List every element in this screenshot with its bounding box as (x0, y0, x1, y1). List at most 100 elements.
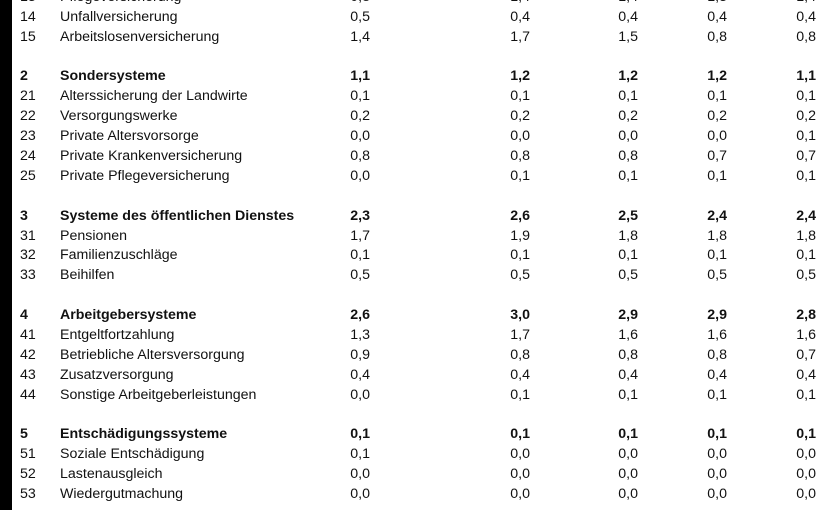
value-cell: 0,9 (350, 346, 370, 363)
document-page: 13 Pflegeversicherung 0,8 1,4 1,4 1,3 1,4 14 Unf… (12, 0, 825, 510)
value-cell: 1,6 (796, 326, 816, 343)
value-cell: 1,4 (558, 0, 638, 8)
value-cell: 1,2 (510, 68, 530, 85)
value-cell: 1,7 (510, 326, 530, 343)
value-cell: 0,4 (350, 366, 370, 383)
value-cell: 0,4 (510, 366, 530, 383)
value-cell: 0,0 (707, 128, 727, 145)
value-cell: 0,0 (350, 167, 370, 184)
value-cell: 0,8 (350, 148, 370, 165)
value-cell: 0,0 (510, 446, 530, 463)
row-label: Private Krankenversicherung (60, 148, 243, 165)
value-cell: 0,1 (618, 247, 638, 264)
table-section-row: 2 Sondersysteme 1,1 1,2 1,2 1,2 1,1 (12, 67, 825, 87)
value-cell: 0,2 (796, 108, 816, 125)
value-cell: 1,5 (618, 28, 638, 45)
table-row: 33 Beihilfen 0,5 0,5 0,5 0,5 0,5 (12, 266, 825, 286)
value-cell: 0,1 (707, 426, 727, 443)
value-cell: 0,1 (510, 88, 530, 105)
row-code: 23 (20, 128, 36, 145)
row-code: 44 (20, 386, 36, 403)
value-cell: 0,5 (350, 267, 370, 284)
value-cell: 0,1 (618, 386, 638, 403)
value-cell: 2,8 (796, 306, 816, 323)
row-label: Versorgungswerke (60, 108, 178, 125)
value-cell: 0,8 (510, 148, 530, 165)
row-code: 2 (20, 68, 28, 85)
value-cell: 1,4 (450, 0, 530, 8)
value-cell: 0,1 (618, 426, 638, 443)
value-cell: 0,2 (510, 108, 530, 125)
row-label: Unfallversicherung (60, 8, 178, 25)
value-cell: 0,1 (350, 446, 370, 463)
table-row: 14 Unfallversicherung 0,5 0,4 0,4 0,4 0,4 (12, 8, 825, 28)
value-cell: 0,5 (796, 267, 816, 284)
value-cell: 0,0 (618, 485, 638, 502)
row-code: 5 (20, 426, 28, 443)
value-cell: 0,2 (707, 108, 727, 125)
value-cell: 1,3 (647, 0, 727, 8)
table-row: 32 Familienzuschläge 0,1 0,1 0,1 0,1 0,1 (12, 246, 825, 266)
value-cell: 0,8 (796, 28, 816, 45)
table-row: 21 Alterssicherung der Landwirte 0,1 0,1 0,1… (12, 87, 825, 107)
row-label: Soziale Entschädigung (60, 446, 205, 463)
row-code: 25 (20, 167, 36, 184)
value-cell: 0,0 (796, 446, 816, 463)
row-label: Entschädigungssysteme (60, 426, 228, 443)
value-cell: 0,1 (707, 88, 727, 105)
row-label: Sonstige Arbeitgeberleistungen (60, 386, 257, 403)
value-cell: 0,8 (510, 346, 530, 363)
value-cell: 0,8 (707, 28, 727, 45)
value-cell: 0,5 (707, 267, 727, 284)
table-row: 23 Private Altersvorsorge 0,0 0,0 0,0 0,0 0,1 (12, 127, 825, 147)
value-cell: 0,0 (707, 466, 727, 482)
value-cell: 1,1 (796, 68, 816, 85)
row-label: Familienzuschläge (60, 247, 178, 264)
row-label: Arbeitgebersysteme (60, 306, 197, 323)
value-cell: 1,2 (618, 68, 638, 85)
row-label: Betriebliche Altersversorgung (60, 346, 245, 363)
table-section-row: 5 Entschädigungssysteme 0,1 0,1 0,1 0,1 0,1 (12, 425, 825, 445)
row-label: Pflegeversicherung (60, 0, 181, 8)
value-cell: 0,1 (510, 426, 530, 443)
value-cell: 0,1 (796, 426, 816, 443)
value-cell: 0,0 (618, 466, 638, 482)
table-row: 22 Versorgungswerke 0,2 0,2 0,2 0,2 0,2 (12, 107, 825, 127)
value-cell: 2,4 (707, 207, 727, 224)
value-cell: 1,9 (510, 227, 530, 244)
table-row: 13 Pflegeversicherung 0,8 1,4 1,4 1,3 1,4 (12, 0, 825, 8)
value-cell: 2,6 (510, 207, 530, 224)
value-cell: 0,0 (707, 485, 727, 502)
value-cell: 0,0 (350, 485, 370, 502)
value-cell: 0,1 (618, 167, 638, 184)
value-cell: 0,2 (350, 108, 370, 125)
row-code: 53 (20, 485, 36, 502)
table-row: 31 Pensionen 1,7 1,9 1,8 1,8 1,8 (12, 227, 825, 247)
value-cell: 0,4 (618, 366, 638, 383)
row-code: 52 (20, 466, 36, 482)
row-code: 31 (20, 227, 36, 244)
benefits-table: 13 Pflegeversicherung 0,8 1,4 1,4 1,3 1,4 14 Unf… (12, 0, 825, 505)
row-code: 3 (20, 207, 28, 224)
value-cell: 0,8 (290, 0, 370, 8)
value-cell: 2,6 (350, 306, 370, 323)
value-cell: 0,0 (350, 466, 370, 482)
row-label: Zusatzversorgung (60, 366, 174, 383)
value-cell: 0,4 (796, 366, 816, 383)
row-label: Private Altersvorsorge (60, 128, 199, 145)
value-cell: 0,1 (510, 247, 530, 264)
table-row: 41 Entgeltfortzahlung 1,3 1,7 1,6 1,6 1,6 (12, 326, 825, 346)
row-label: Beihilfen (60, 267, 115, 284)
table-row: 51 Soziale Entschädigung 0,1 0,0 0,0 0,0 0,0 (12, 445, 825, 465)
table-row: 42 Betriebliche Altersversorgung 0,9 0,8 0,8… (12, 346, 825, 366)
value-cell: 0,1 (350, 426, 370, 443)
value-cell: 0,5 (350, 8, 370, 25)
value-cell: 0,1 (707, 167, 727, 184)
value-cell: 0,1 (350, 247, 370, 264)
row-code: 51 (20, 446, 36, 463)
row-code: 33 (20, 267, 36, 284)
value-cell: 0,1 (796, 167, 816, 184)
value-cell: 0,1 (796, 88, 816, 105)
value-cell: 1,4 (350, 28, 370, 45)
value-cell: 0,7 (796, 346, 816, 363)
